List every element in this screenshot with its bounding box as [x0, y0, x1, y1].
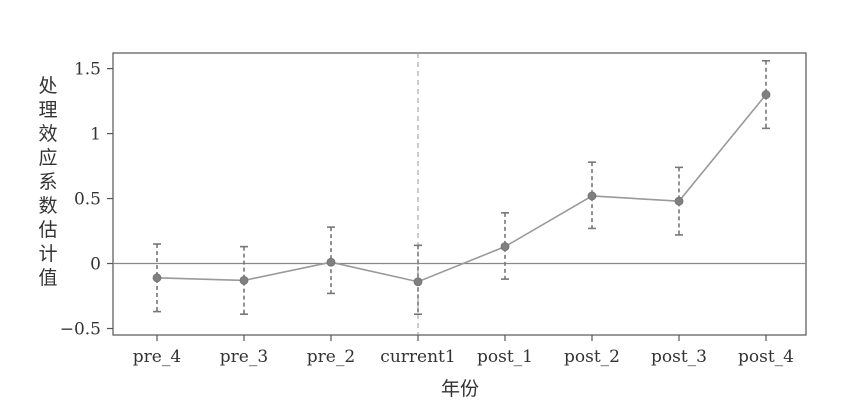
data-point [326, 257, 336, 267]
y-axis: −0.5 0 0.5 1 1.5 [60, 60, 113, 340]
series-line [156, 94, 767, 283]
data-point [761, 90, 771, 99]
y-tick-label: −0.5 [60, 320, 101, 340]
data-point [239, 276, 249, 285]
data-point [587, 191, 597, 201]
error-bar [327, 226, 335, 295]
error-bar [414, 244, 422, 316]
plot-area [112, 52, 807, 336]
x-tick-label: post_4 [738, 347, 794, 367]
error-bar [588, 161, 596, 230]
error-bar [240, 245, 248, 316]
x-tick-label: pre_2 [307, 347, 355, 367]
x-axis: pre_4 pre_3 pre_2 current1 post_1 post_2 post_… [133, 335, 794, 367]
x-tick-label: pre_4 [133, 347, 181, 367]
y-tick-label: 1 [90, 125, 101, 145]
error-bar [675, 166, 683, 236]
x-tick-label: post_1 [477, 347, 533, 367]
plot-frame [112, 52, 807, 336]
y-tick-label: 0 [90, 255, 101, 275]
data-point [500, 242, 510, 252]
data-point [674, 196, 684, 206]
error-bar [762, 59, 770, 130]
data-point [413, 277, 423, 287]
x-tick-label: post_2 [564, 347, 620, 367]
x-tick-label: post_3 [651, 347, 707, 367]
x-tick-label: current1 [380, 347, 455, 367]
y-axis-title: 处理效应系数估计值 [38, 75, 57, 289]
y-axis-title-text: 处理效应系数估计值 [38, 75, 57, 289]
x-tick-label: pre_3 [220, 347, 268, 367]
x-axis-title: 年份 [441, 378, 479, 400]
error-bar [501, 212, 509, 280]
data-point [152, 273, 162, 283]
error-bar [153, 243, 161, 313]
y-tick-label: 1.5 [74, 60, 101, 80]
y-tick-label: 0.5 [74, 190, 101, 210]
